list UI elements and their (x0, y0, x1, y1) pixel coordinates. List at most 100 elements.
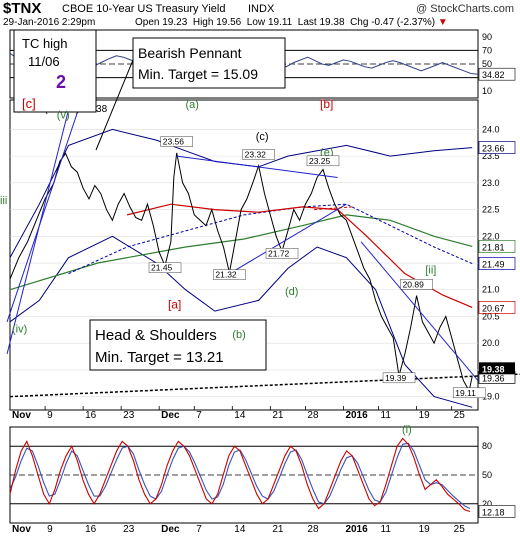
chg-value: -0.47 (-2.37%) (371, 17, 436, 28)
x-tick-label-price: 19 (419, 410, 431, 421)
tc-high-label: TC high (22, 36, 68, 51)
price-tick-label: 23.0 (482, 178, 500, 188)
x-tick-label-price: 25 (454, 410, 466, 421)
x-tick-label-price: 23 (123, 410, 135, 421)
bearish-pennant-box (132, 37, 286, 89)
point-label-20-89-box (400, 279, 433, 290)
point-label-19-11-box (452, 387, 486, 399)
wave-iv-label: (iv) (12, 324, 27, 336)
x-tick-label-stoch: 7 (196, 524, 202, 535)
wave-ii-label: [ii] (425, 265, 436, 277)
point-label-21-72: 21.72 (268, 248, 290, 258)
x-tick-label-stoch: 25 (454, 524, 466, 535)
neckline-dashed (9, 373, 520, 398)
wave-d-label: (d) (285, 286, 298, 298)
stoch-last-box (478, 505, 516, 518)
pennant-lower-line (229, 203, 347, 275)
wave-iii-label: iii (0, 195, 7, 207)
right-value-label: 19.36 (482, 373, 505, 383)
x-tick-label-price: 16 (85, 410, 97, 421)
quote-line: Open 19.23 High 19.56 Low 19.11 Last 19.… (135, 17, 448, 28)
x-tick-label-stoch: 28 (307, 524, 319, 535)
point-label-23-56-box (160, 136, 193, 147)
x-tick-label-stoch: 19 (419, 524, 431, 535)
right-value-box (478, 240, 516, 253)
chg-label: Chg (350, 17, 369, 28)
x-tick-label-stoch: 9 (47, 524, 53, 535)
x-tick-label-stoch: 23 (123, 524, 135, 535)
pennant-upper-line (176, 155, 338, 178)
indicator-tick-label: 10 (482, 86, 492, 96)
open-value: 19.23 (162, 17, 188, 28)
price-tick-label: 21.0 (482, 285, 500, 295)
x-tick-label-price: Nov (12, 410, 31, 421)
price-tick-label: 24.0 (482, 124, 500, 134)
right-value-label: 21.49 (482, 260, 505, 270)
price-tick-label: 22.5 (482, 205, 500, 215)
last-price-label: 19.38 (482, 364, 505, 374)
stoch-last-label: 12.18 (482, 507, 505, 517)
down-arrow-icon: ▼ (437, 17, 448, 28)
moving-average-green (9, 214, 473, 291)
head-shoulders-target: Min. Target = 13.21 (95, 349, 224, 366)
point-label-20-89: 20.89 (403, 279, 425, 289)
chart-header: $TNX CBOE 10-Year US Treasury Yield INDX… (0, 0, 520, 30)
x-tick-label-stoch: 14 (234, 524, 246, 535)
stoch-tick-label: 50 (482, 470, 492, 480)
annotations: TC high 11/06 2 [c] Bearish Pennant Min. Targ… (0, 29, 486, 399)
point-label-19-39: 19.39 (385, 373, 407, 383)
x-tick-label-stoch: 16 (85, 524, 97, 535)
point-label-21-32-box (213, 269, 246, 280)
wave-i-label: (i) (402, 424, 412, 436)
right-value-box (478, 301, 516, 314)
point-label-21-32: 21.32 (215, 270, 237, 280)
wave-c-label: (c) (256, 131, 269, 143)
pennant-callout-line (95, 59, 134, 151)
wave-c-red-label: [c] (22, 96, 36, 111)
wave-a-red-label: [a] (168, 297, 181, 311)
head-shoulders-box (89, 319, 267, 371)
last-value: 19.38 (319, 17, 345, 28)
indicator-last-label: 34.82 (482, 70, 505, 80)
bearish-pennant-target: Min. Target = 15.09 (138, 66, 258, 82)
price-tick-label: 19.0 (482, 392, 500, 402)
x-tick-label-price: 21 (272, 410, 284, 421)
x-tick-label-price: 11 (381, 410, 392, 421)
ticker-symbol: $TNX (3, 0, 42, 17)
x-tick-label-stoch: 21 (272, 524, 284, 535)
right-value-label: 21.81 (482, 242, 505, 252)
high-value: 19.56 (216, 17, 242, 28)
point-label-23-25-box (306, 155, 340, 167)
right-value-label: 23.66 (482, 144, 505, 154)
x-tick-label-price: 28 (307, 410, 319, 421)
point-label-23-32-box (242, 149, 275, 160)
wave-b-red-label: [b] (320, 97, 333, 111)
indicator-tick-label: 70 (482, 45, 492, 55)
point-label-19-11: 19.11 (455, 388, 476, 398)
x-axis: Nov Nov 9 9 16 16 23 23 Dec Dec 7 7 14 14 21 21 28 28 2016… (12, 410, 465, 535)
x-tick-label-stoch: Dec (161, 524, 180, 535)
point-label-23-25: 23.25 (309, 156, 331, 166)
security-name: CBOE 10-Year US Treasury Yield (62, 3, 226, 15)
right-value-box (478, 141, 516, 154)
last-price-box (479, 362, 515, 375)
indicator-tick-label: 90 (482, 32, 492, 42)
stoch-slow-line (9, 442, 471, 510)
stockcharts-credit: @ StockCharts.com (416, 3, 514, 15)
x-tick-label-price: 2016 (345, 410, 368, 421)
red-dashed-segment (314, 206, 353, 211)
stochastic-panel: 80 50 20 (i) 12.18 (9, 424, 516, 518)
stoch-tick-label: 20 (482, 499, 492, 509)
stoch-tick-label: 80 (482, 441, 492, 451)
tc-date-label: 11/06 (28, 54, 60, 69)
tc-high-box (13, 29, 97, 113)
point-label-23-32: 23.32 (245, 149, 267, 159)
exchange-label: INDX (248, 3, 275, 15)
indicator-tick-label: 50 (482, 59, 492, 69)
last-label: Last (297, 17, 317, 28)
open-label: Open (135, 17, 160, 28)
wave-v-label: (v) (57, 110, 70, 122)
quote-date: 29-Jan-2016 2:29pm (3, 17, 96, 28)
indicator-last-box (478, 67, 516, 81)
